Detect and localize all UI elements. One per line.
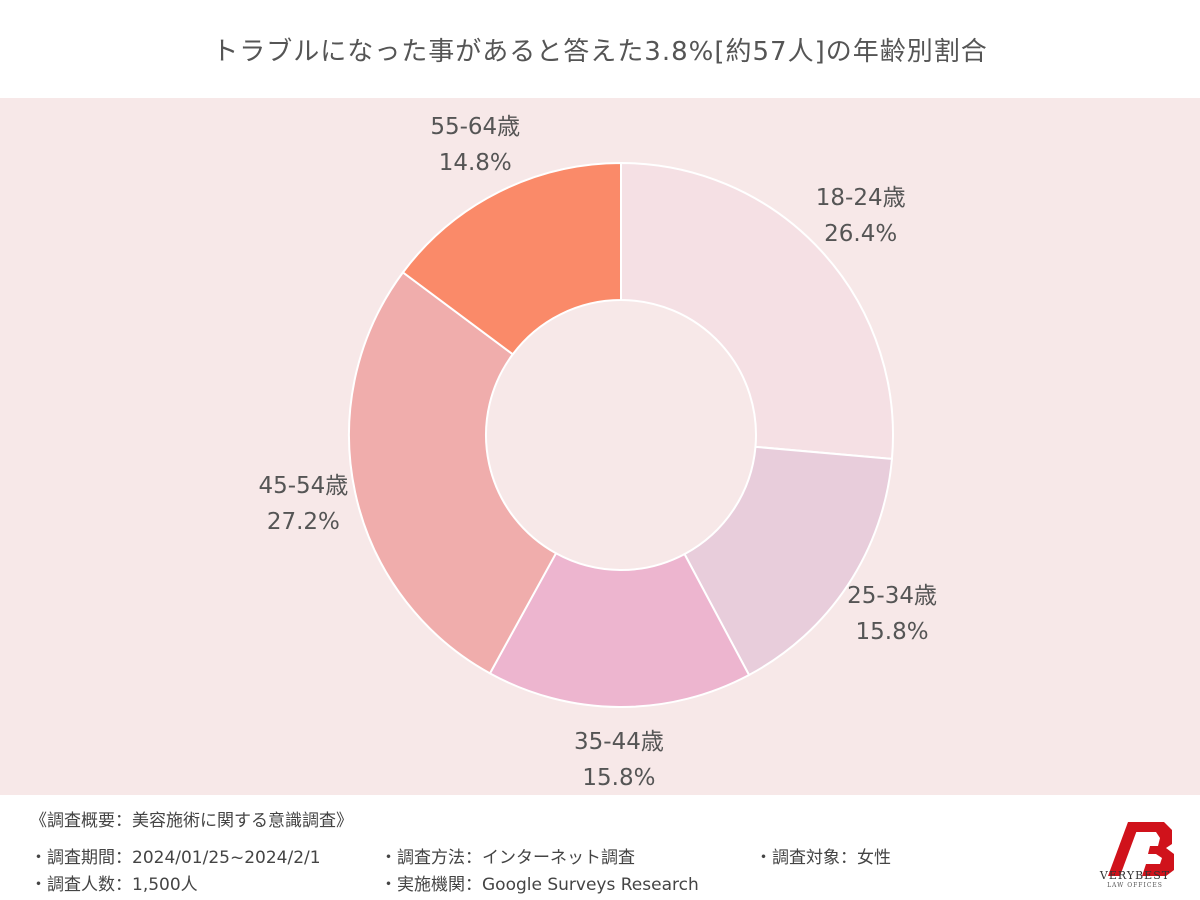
survey-footer: 《調査概要：美容施術に関する意識調査》 ・調査期間：2024/01/25~202… [0,795,1200,900]
donut-chart [348,161,894,708]
survey-target: ・調査対象：女性 [755,848,891,868]
slice-label-2: 25-34歳 15.8% [812,578,972,650]
donut-slice-3 [488,551,751,708]
logo-name: VERYBEST [1099,869,1171,882]
donut-slice-1 [620,161,894,460]
slice-label-4: 45-54歳 27.2% [223,468,383,540]
survey-agency: ・実施機関：Google Surveys Research [380,875,699,895]
slice-value: 15.8% [855,619,929,646]
slice-category: 55-64歳 [430,113,521,140]
donut-slice-5 [401,161,622,356]
slice-value: 15.8% [582,764,656,791]
donut-slice-2 [683,445,894,677]
chart-title: トラブルになった事があると答えた3.8%[約57人]の年齢別割合 [212,36,988,67]
survey-count: ・調査人数：1,500人 [30,875,198,895]
slice-value: 27.2% [266,508,340,535]
slice-category: 45-54歳 [258,472,349,499]
slice-category: 18-24歳 [815,184,906,211]
slice-label-1: 18-24歳 26.4% [781,180,941,252]
slice-category: 35-44歳 [574,728,664,755]
chart-area: 18-24歳 26.4% 25-34歳 15.8% 35-44歳 15.8% 45-54歳 2… [0,98,1200,795]
logo-subtitle: LAW OFFICES [1107,882,1163,889]
survey-period: ・調査期間：2024/01/25~2024/2/1 [30,848,321,868]
slice-value: 14.8% [438,149,512,176]
slice-label-3: 35-44歳 15.8% [539,724,699,796]
survey-summary: 《調査概要：美容施術に関する意識調査》 [30,811,353,831]
verybest-logo [1108,822,1174,876]
donut-slice-4 [348,270,558,675]
slice-label-5: 55-64歳 14.8% [395,109,555,181]
survey-method: ・調査方法：インターネット調査 [380,848,635,868]
slice-category: 25-34歳 [847,583,937,610]
slice-value: 26.4% [824,220,898,247]
